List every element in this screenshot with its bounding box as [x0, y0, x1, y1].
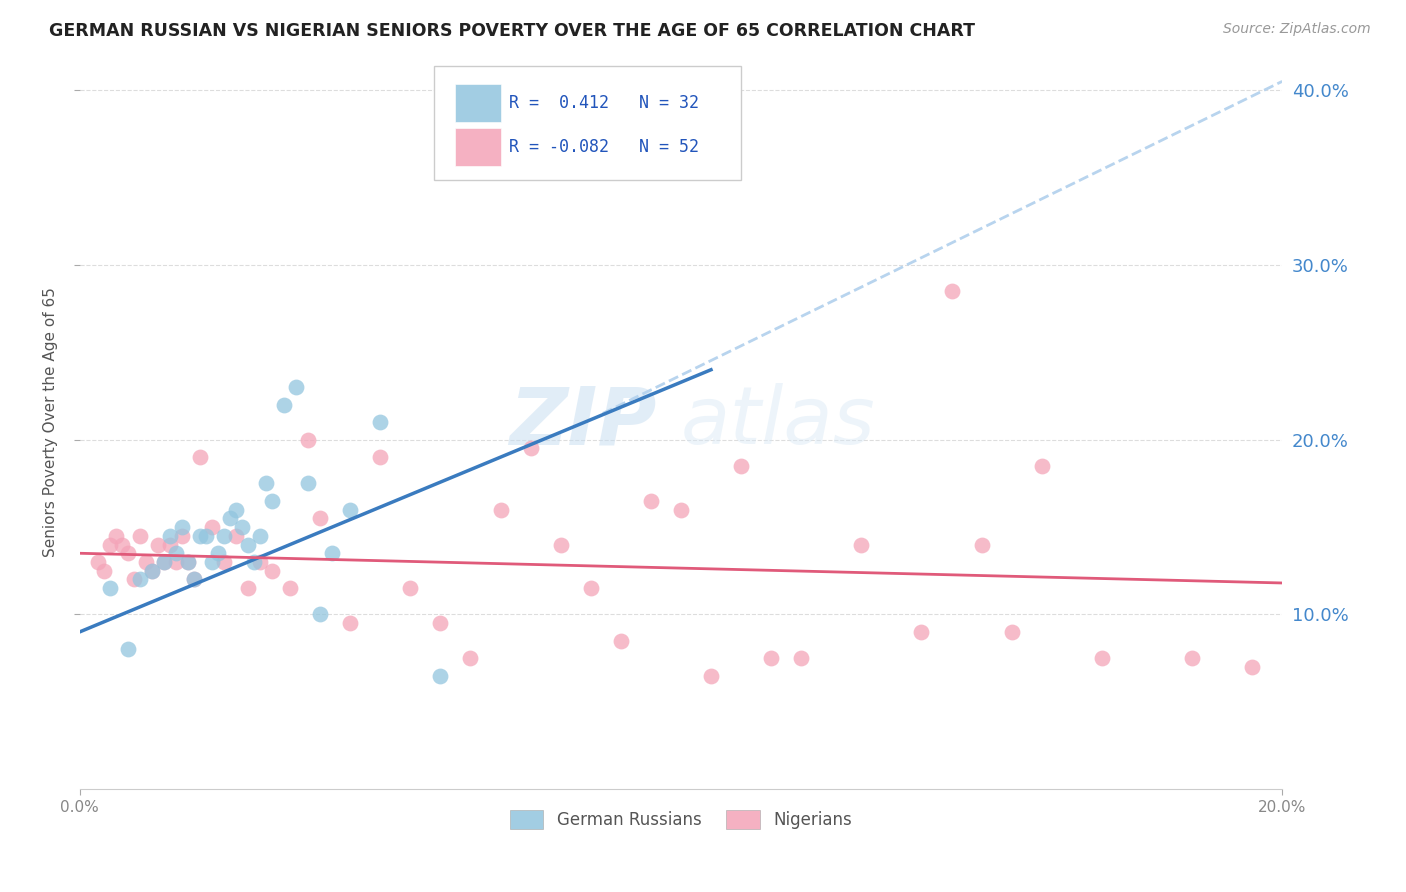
- Y-axis label: Seniors Poverty Over the Age of 65: Seniors Poverty Over the Age of 65: [44, 287, 58, 558]
- Point: [194, 529, 217, 543]
- Point: [260, 564, 283, 578]
- Point: [212, 555, 235, 569]
- Point: [759, 651, 782, 665]
- Point: [368, 450, 391, 464]
- Point: [941, 284, 963, 298]
- Point: [550, 537, 572, 551]
- Point: [146, 537, 169, 551]
- Point: [254, 476, 277, 491]
- Point: [128, 573, 150, 587]
- Point: [236, 537, 259, 551]
- Point: [188, 450, 211, 464]
- Point: [339, 616, 361, 631]
- Point: [429, 668, 451, 682]
- Point: [489, 502, 512, 516]
- Point: [249, 529, 271, 543]
- Point: [98, 537, 121, 551]
- Point: [188, 529, 211, 543]
- Point: [1091, 651, 1114, 665]
- Point: [321, 546, 343, 560]
- Point: [550, 153, 572, 167]
- Point: [177, 555, 200, 569]
- Point: [297, 433, 319, 447]
- Point: [93, 564, 115, 578]
- Text: R =  0.412   N = 32: R = 0.412 N = 32: [509, 94, 699, 112]
- Point: [170, 520, 193, 534]
- Point: [1001, 624, 1024, 639]
- FancyBboxPatch shape: [456, 128, 501, 166]
- Point: [207, 546, 229, 560]
- Point: [579, 581, 602, 595]
- Point: [117, 642, 139, 657]
- Point: [309, 607, 332, 622]
- Point: [243, 555, 266, 569]
- Point: [201, 520, 224, 534]
- Point: [429, 616, 451, 631]
- Text: ZIP: ZIP: [509, 384, 657, 461]
- Point: [159, 537, 181, 551]
- Point: [669, 502, 692, 516]
- Point: [1241, 660, 1264, 674]
- Point: [399, 581, 422, 595]
- Point: [851, 537, 873, 551]
- Point: [460, 651, 482, 665]
- Point: [249, 555, 271, 569]
- Point: [910, 624, 932, 639]
- Point: [970, 537, 993, 551]
- Point: [153, 555, 176, 569]
- Point: [111, 537, 134, 551]
- Point: [339, 502, 361, 516]
- Point: [183, 573, 205, 587]
- Point: [141, 564, 163, 578]
- Point: [135, 555, 157, 569]
- Text: GERMAN RUSSIAN VS NIGERIAN SENIORS POVERTY OVER THE AGE OF 65 CORRELATION CHART: GERMAN RUSSIAN VS NIGERIAN SENIORS POVER…: [49, 22, 976, 40]
- Legend: German Russians, Nigerians: German Russians, Nigerians: [503, 804, 859, 836]
- Point: [225, 529, 247, 543]
- Point: [1181, 651, 1204, 665]
- Point: [273, 398, 295, 412]
- Point: [177, 555, 200, 569]
- Point: [159, 529, 181, 543]
- Point: [98, 581, 121, 595]
- Point: [236, 581, 259, 595]
- Point: [640, 493, 662, 508]
- Point: [165, 555, 187, 569]
- Point: [128, 529, 150, 543]
- Point: [790, 651, 813, 665]
- FancyBboxPatch shape: [434, 66, 741, 180]
- Point: [122, 573, 145, 587]
- Point: [519, 442, 541, 456]
- Text: R = -0.082   N = 52: R = -0.082 N = 52: [509, 138, 699, 156]
- Point: [285, 380, 308, 394]
- Text: atlas: atlas: [681, 384, 876, 461]
- Text: Source: ZipAtlas.com: Source: ZipAtlas.com: [1223, 22, 1371, 37]
- Point: [165, 546, 187, 560]
- Point: [309, 511, 332, 525]
- Point: [610, 633, 633, 648]
- Point: [225, 502, 247, 516]
- Point: [219, 511, 242, 525]
- Point: [231, 520, 253, 534]
- Point: [1031, 458, 1053, 473]
- Point: [86, 555, 108, 569]
- Point: [212, 529, 235, 543]
- Point: [153, 555, 176, 569]
- Point: [201, 555, 224, 569]
- Point: [368, 415, 391, 429]
- Point: [170, 529, 193, 543]
- Point: [104, 529, 127, 543]
- Point: [183, 573, 205, 587]
- Point: [278, 581, 301, 595]
- Point: [297, 476, 319, 491]
- Point: [700, 668, 723, 682]
- Point: [260, 493, 283, 508]
- Point: [117, 546, 139, 560]
- Point: [141, 564, 163, 578]
- Point: [730, 458, 752, 473]
- FancyBboxPatch shape: [456, 84, 501, 121]
